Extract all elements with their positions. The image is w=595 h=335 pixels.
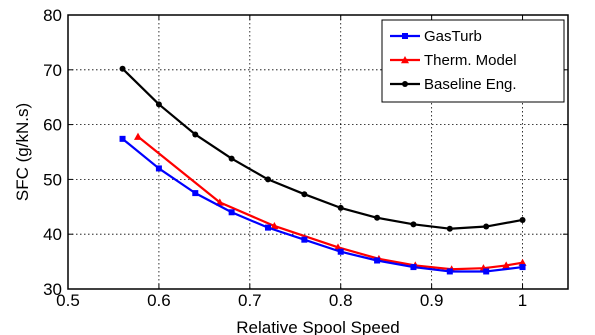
legend-item-therm-model: Therm. Model — [390, 52, 517, 69]
x-axis-title: Relative Spool Speed — [236, 318, 400, 335]
x-tick-label: 0.9 — [420, 291, 444, 310]
axis-ticks — [67, 14, 568, 290]
legend-swatch-marker — [401, 56, 409, 64]
data-series — [119, 65, 527, 275]
data-point-gasturb — [228, 209, 235, 216]
series-line-gasturb — [121, 137, 523, 273]
data-point-baseline-eng — [119, 65, 126, 72]
data-point-baseline-eng — [155, 101, 162, 108]
data-point-baseline-eng — [446, 225, 453, 232]
x-tick-label: 0.5 — [56, 291, 80, 310]
series-baseline-eng — [119, 65, 526, 232]
data-point-baseline-eng — [519, 216, 526, 223]
tick-labels: 0.5 0.6 0.7 0.8 0.9 1 30 40 50 60 70 80 — [43, 6, 527, 310]
data-point-gasturb — [192, 190, 199, 197]
data-point-therm-model — [270, 221, 279, 230]
data-point-baseline-eng — [337, 204, 344, 211]
grid-lines — [68, 15, 568, 289]
data-point-gasturb — [155, 165, 162, 172]
data-point-gasturb — [337, 248, 344, 255]
x-tick-label: 0.6 — [147, 291, 171, 310]
legend-label: Baseline Eng. — [424, 76, 517, 93]
y-tick-label: 60 — [43, 116, 62, 135]
y-tick-label: 70 — [43, 61, 62, 80]
x-tick-label: 1 — [518, 291, 527, 310]
data-point-gasturb — [374, 257, 381, 264]
legend: GasTurb Therm. Model Baseline Eng. — [381, 19, 565, 103]
y-tick-label: 80 — [43, 6, 62, 25]
data-point-gasturb — [519, 264, 526, 271]
legend-item-gasturb: GasTurb — [390, 28, 482, 45]
data-point-therm-model — [134, 132, 142, 140]
data-point-gasturb — [483, 268, 490, 275]
y-tick-label: 40 — [43, 225, 62, 244]
series-line-baseline-eng — [121, 67, 523, 230]
series-line-therm-model — [137, 135, 523, 271]
data-point-baseline-eng — [265, 176, 271, 183]
x-tick-label: 0.8 — [329, 291, 353, 310]
x-tick-label: 0.7 — [238, 291, 262, 310]
data-point-gasturb — [301, 236, 308, 243]
legend-swatch-marker — [402, 33, 408, 39]
y-tick-label: 50 — [43, 170, 62, 189]
data-point-gasturb — [446, 268, 453, 275]
series-gasturb — [119, 135, 526, 275]
legend-label: GasTurb — [424, 28, 482, 45]
data-point-baseline-eng — [228, 155, 235, 162]
data-point-baseline-eng — [374, 214, 381, 221]
data-point-therm-model — [502, 261, 511, 269]
legend-swatch-marker — [402, 81, 408, 87]
y-tick-label: 30 — [43, 280, 62, 299]
data-point-baseline-eng — [192, 131, 199, 138]
data-point-baseline-eng — [410, 221, 417, 228]
data-point-baseline-eng — [301, 191, 308, 198]
legend-label: Therm. Model — [424, 52, 517, 69]
data-point-gasturb — [265, 224, 271, 231]
plot-frame — [67, 14, 569, 290]
data-point-baseline-eng — [483, 223, 490, 230]
data-point-gasturb — [410, 264, 417, 271]
legend-item-baseline-eng: Baseline Eng. — [390, 76, 517, 93]
data-point-gasturb — [119, 135, 126, 142]
y-axis-title: SFC (g/kN.s) — [13, 103, 32, 201]
